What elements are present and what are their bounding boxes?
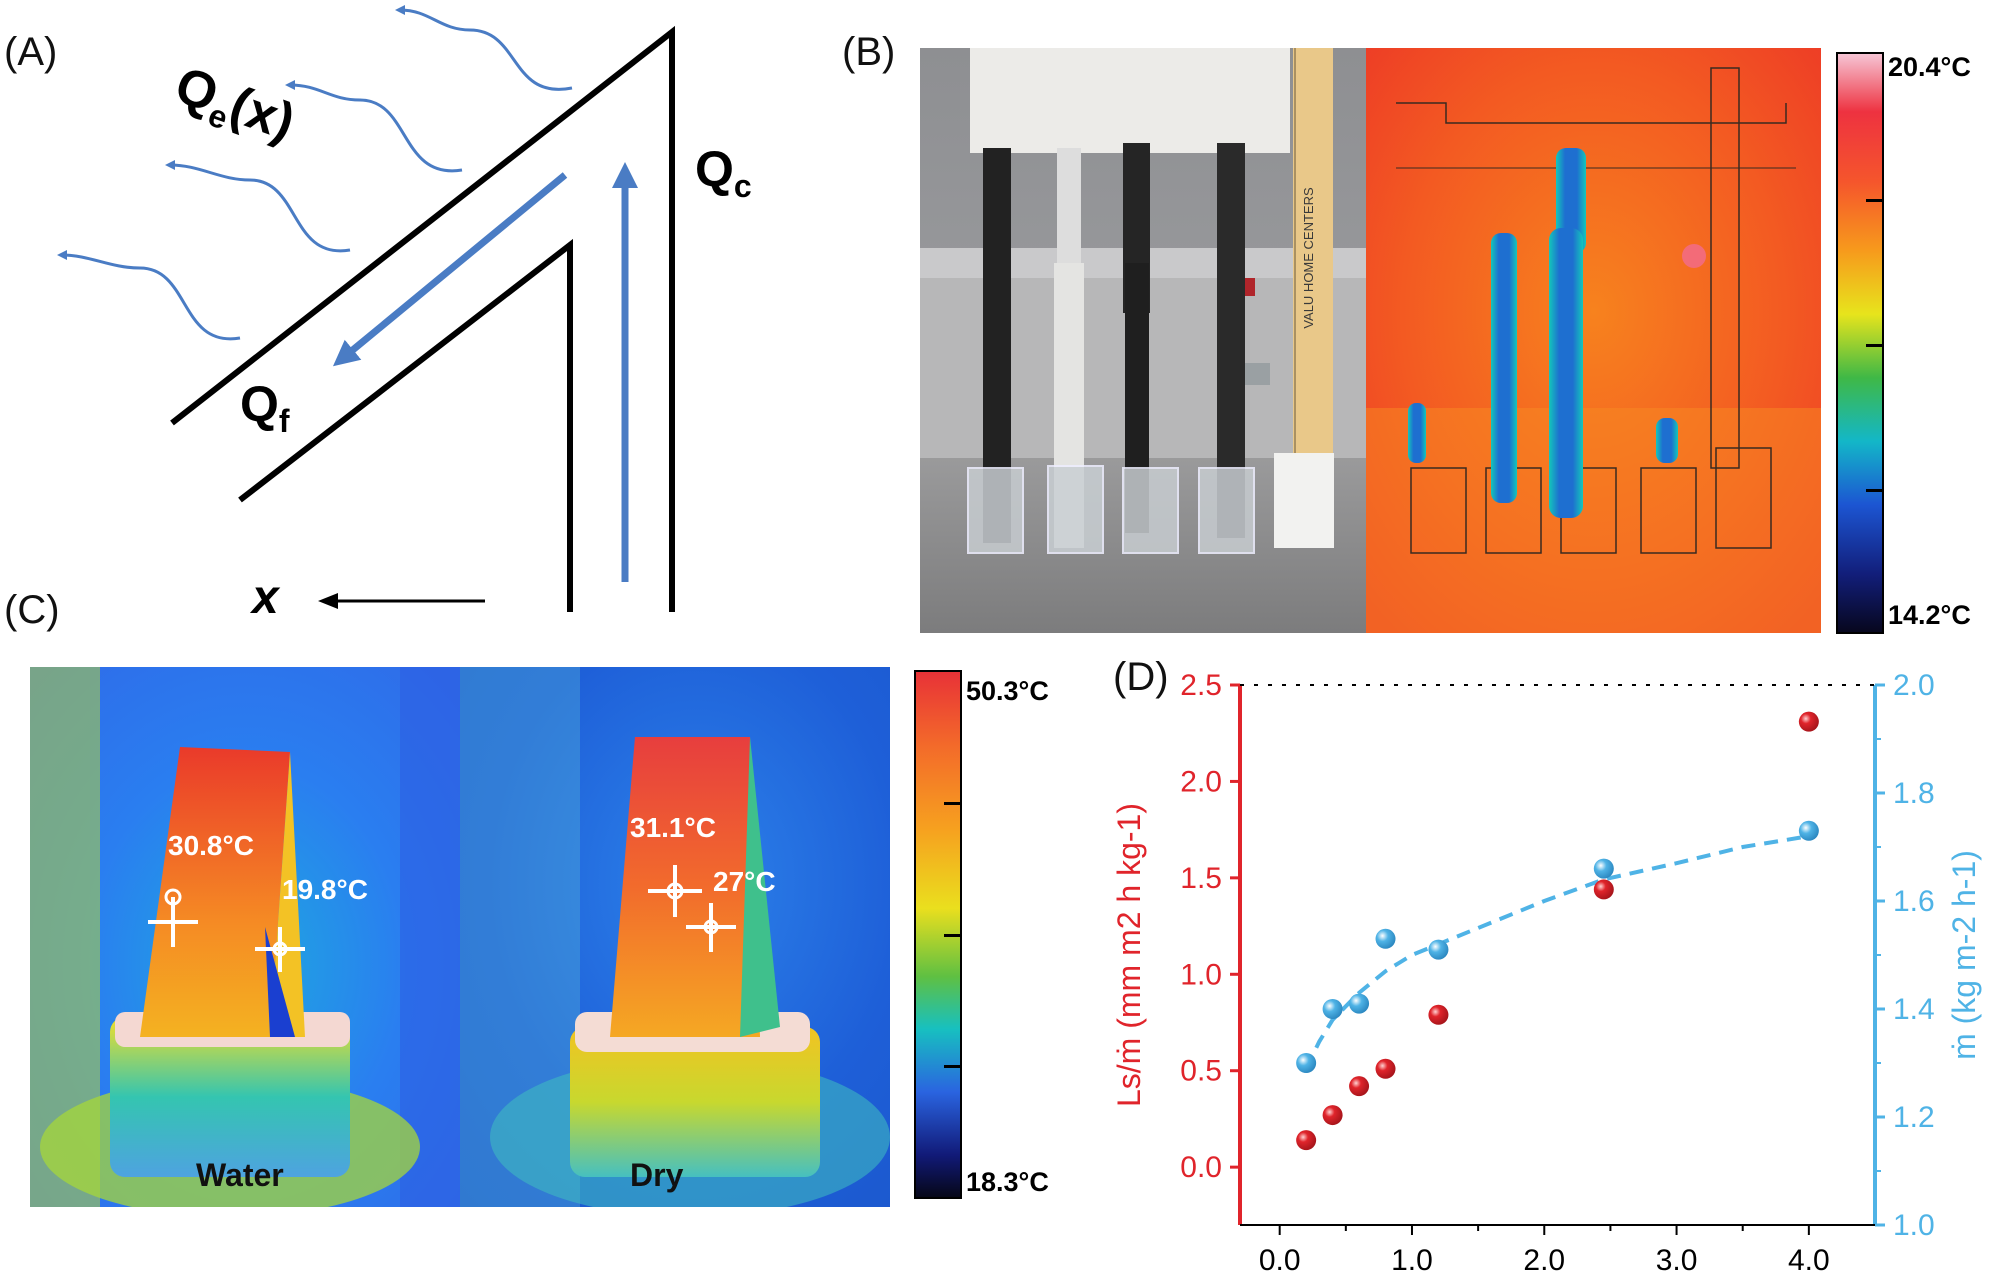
temp-dry-fin: 31.1°C [630, 812, 716, 843]
qc-label: Qc [695, 141, 752, 204]
y-right-axis-label: ṁ (kg m-2 h-1) [1946, 850, 1982, 1060]
fit-line [1304, 834, 1810, 1070]
red-data-point [1296, 1130, 1317, 1151]
y-right-tick-label: 1.4 [1893, 993, 1935, 1026]
thermal-image-b-drawing [1366, 48, 1821, 633]
qf-label: Qf [240, 376, 290, 439]
evap-wave-arrow-2 [285, 80, 463, 173]
caption-dry: Dry [630, 1157, 684, 1193]
red-data-point [1593, 879, 1614, 900]
experiment-photo: VALU HOME CENTERS [920, 48, 1366, 633]
colorbar-b-max: 20.4°C [1888, 52, 1971, 82]
panel-c-label: (C) [4, 588, 60, 632]
y-right-tick-label: 1.2 [1893, 1101, 1935, 1134]
panel-a-label: (A) [4, 30, 58, 74]
temp-water-back: 19.8°C [282, 874, 368, 905]
blue-data-point [1593, 858, 1614, 879]
y-left-tick-label: 1.0 [1180, 958, 1222, 991]
blue-data-point [1798, 820, 1819, 841]
y-right-tick-label: 1.8 [1893, 777, 1935, 810]
x-tick-label: 0.0 [1259, 1244, 1301, 1277]
thermal-image-b [1366, 48, 1821, 633]
experiment-photo-drawing: VALU HOME CENTERS [920, 48, 1366, 633]
panel-b-label: (B) [842, 30, 896, 74]
blue-data-point [1296, 1053, 1317, 1073]
flow-down-arrow [332, 172, 568, 367]
evap-wave-arrow-3 [165, 160, 351, 253]
red-data-point [1798, 711, 1819, 732]
y-right-tick-label: 1.6 [1893, 885, 1935, 918]
blue-data-point [1349, 993, 1370, 1014]
x-tick-label: 1.0 [1391, 1244, 1433, 1277]
evap-wave-arrow-4 [57, 250, 241, 341]
red-data-point [1375, 1058, 1396, 1079]
colorbar-b [1836, 52, 1884, 634]
blue-data-point [1375, 928, 1396, 949]
crosshair-water-fin [148, 888, 198, 947]
evap-wave-arrow-1 [395, 5, 573, 91]
red-data-point [1322, 1105, 1343, 1126]
colorbar-c-min: 18.3°C [966, 1167, 1049, 1197]
temp-water-fin: 30.8°C [168, 830, 254, 861]
crosshair-dry-back [686, 903, 736, 952]
y-right-tick-label: 2.0 [1893, 669, 1935, 702]
ruler-text: VALU HOME CENTERS [1301, 187, 1316, 329]
y-left-tick-label: 2.5 [1180, 669, 1222, 702]
y-left-tick-label: 0.0 [1180, 1151, 1222, 1184]
red-data-point [1349, 1076, 1370, 1097]
colorbar-c [914, 670, 962, 1199]
crosshairs-overlay [148, 865, 736, 972]
crosshair-dry-fin [648, 865, 702, 917]
caption-water: Water [196, 1157, 284, 1193]
panel-a-diagram [57, 5, 675, 612]
x-label: x [252, 571, 279, 624]
y-left-tick-label: 0.5 [1180, 1055, 1222, 1088]
crosshair-water-back [255, 927, 305, 972]
temp-dry-back: 27°C [713, 866, 776, 897]
thermal-image-dry [460, 667, 890, 1207]
x-tick-label: 3.0 [1656, 1244, 1698, 1277]
y-left-axis-label: Ls/ṁ (mm m2 h kg-1) [1111, 803, 1147, 1107]
colorbar-c-max: 50.3°C [966, 676, 1049, 706]
y-left-tick-label: 2.0 [1180, 765, 1222, 798]
blue-data-point [1428, 939, 1449, 960]
y-right-tick-label: 1.0 [1893, 1209, 1935, 1242]
x-tick-label: 2.0 [1523, 1244, 1565, 1277]
fin-outer-outline [170, 25, 675, 612]
blue-data-point [1322, 999, 1343, 1019]
y-left-tick-label: 1.5 [1180, 862, 1222, 895]
red-data-point [1428, 1004, 1449, 1025]
thermal-image-water [30, 667, 460, 1207]
chart-d: 0.0 1.0 2.0 3.0 4.0 0.0 0.5 1.0 1.5 2.0 2.5 1.0 1.2 1… [1111, 669, 1982, 1277]
panel-d-label: (D) [1113, 655, 1169, 699]
thermal-image-dry-drawing [460, 667, 890, 1207]
x-tick-label: 4.0 [1788, 1244, 1830, 1277]
fin-inner-outline [238, 238, 573, 612]
thermal-image-water-drawing [30, 667, 460, 1207]
colorbar-b-min: 14.2°C [1888, 600, 1971, 630]
